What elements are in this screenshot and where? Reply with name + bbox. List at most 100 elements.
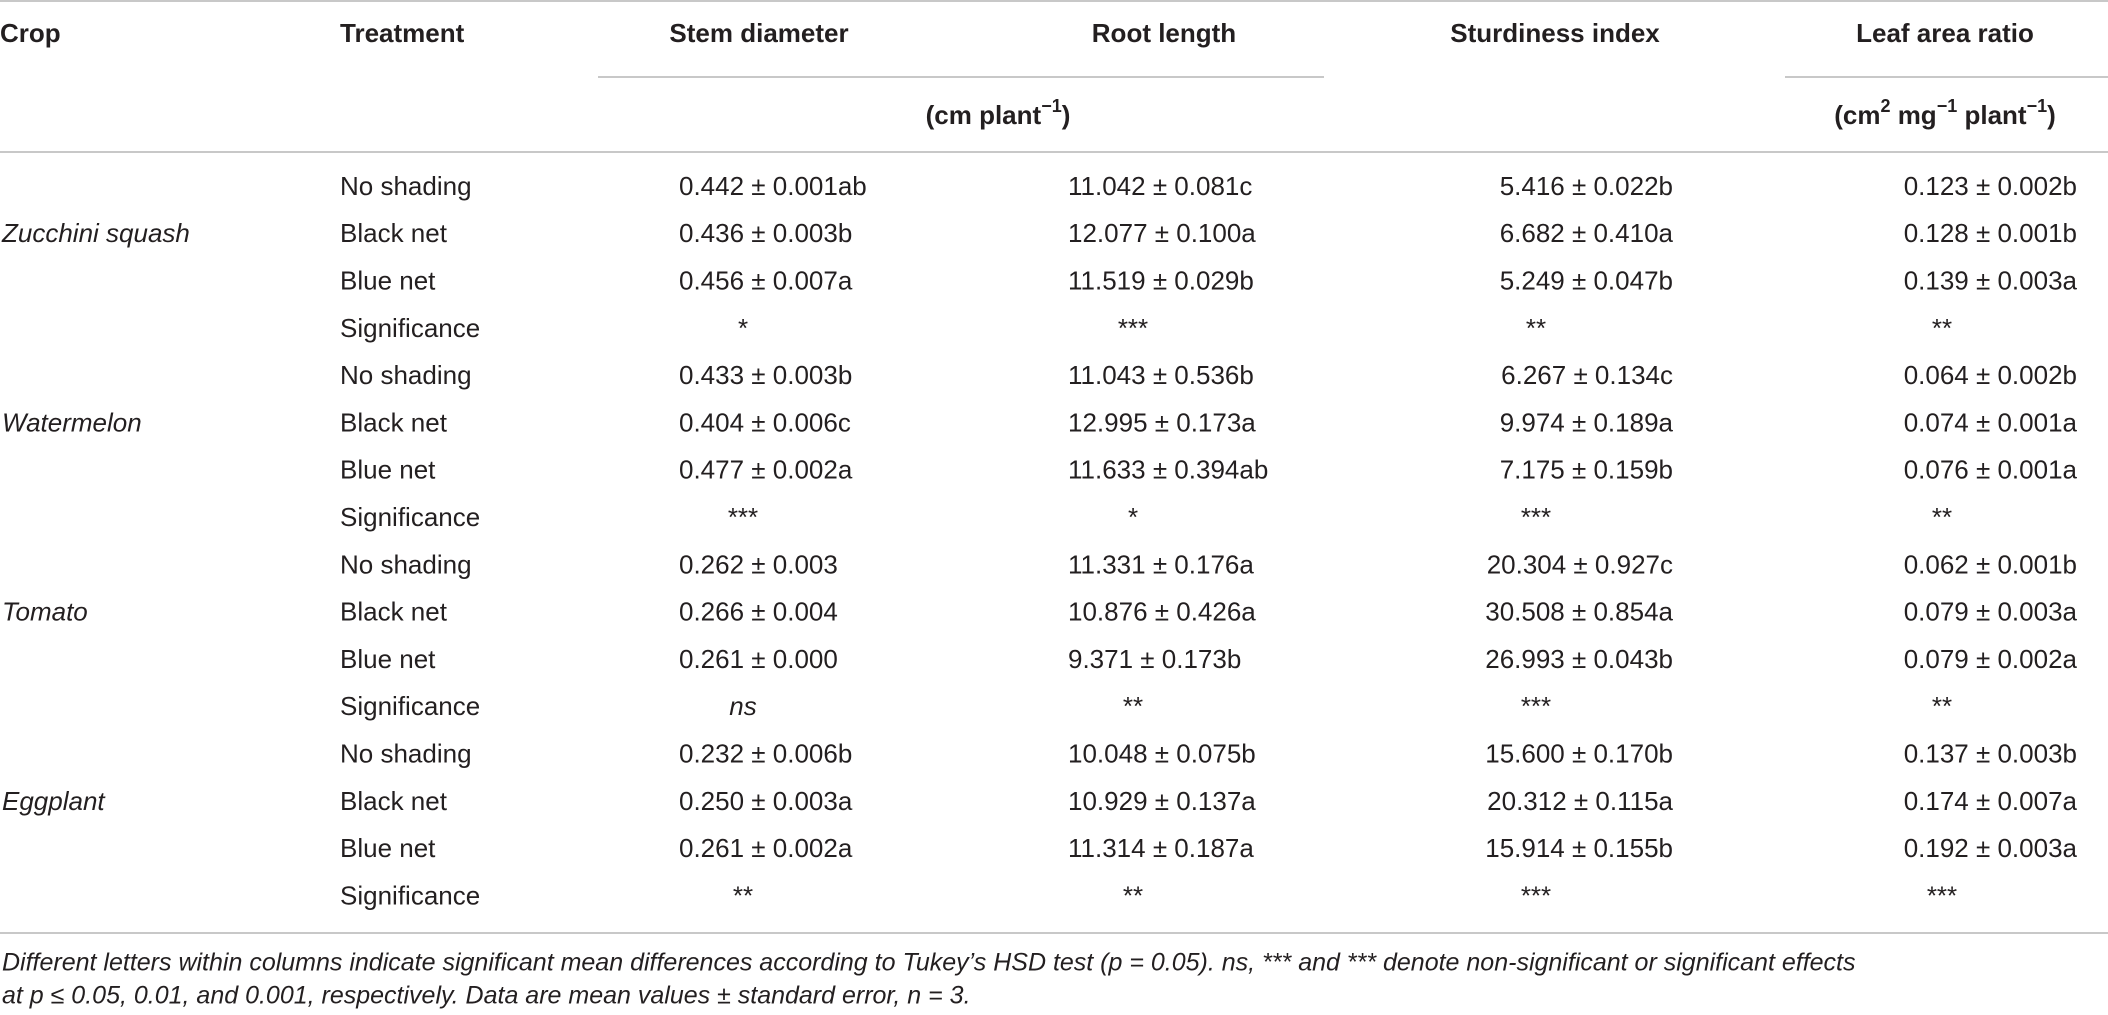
cell-value: 0.250 ± 0.003a (679, 786, 853, 816)
cell-value: 11.633 ± 0.394ab (1068, 455, 1268, 485)
treatment: Black net (340, 407, 448, 437)
column-header: Crop (0, 18, 61, 48)
treatment: No shading (340, 738, 472, 768)
significance: ** (1932, 691, 1952, 721)
treatment: Significance (340, 313, 480, 343)
cell-value: 26.993 ± 0.043b (1485, 644, 1673, 674)
cell-value: 0.139 ± 0.003a (1904, 265, 2078, 295)
cell-value: 11.042 ± 0.081c (1068, 171, 1252, 201)
significance: *** (1521, 880, 1551, 910)
unit-label: (cm plant−1) (926, 96, 1071, 130)
significance: ns (729, 691, 756, 721)
cell-value: 0.079 ± 0.002a (1904, 644, 2078, 674)
unit-text: plant (1957, 100, 2027, 130)
treatment: Black net (340, 597, 448, 627)
cell-value: 11.519 ± 0.029b (1068, 265, 1254, 295)
cell-value: 11.331 ± 0.176a (1068, 549, 1254, 579)
cell-value: 0.074 ± 0.001a (1904, 407, 2078, 437)
cell-value: 0.433 ± 0.003b (679, 360, 852, 390)
cell-value: 11.043 ± 0.536b (1068, 360, 1254, 390)
cell-value: 20.304 ± 0.927c (1487, 549, 1673, 579)
treatment: Blue net (340, 265, 436, 295)
significance: *** (1927, 880, 1957, 910)
treatment: Blue net (340, 455, 436, 485)
crop-name: Eggplant (2, 786, 106, 816)
cell-value: 0.262 ± 0.003 (679, 549, 838, 579)
cell-value: 0.174 ± 0.007a (1904, 786, 2078, 816)
footnote: Different letters within columns indicat… (2, 949, 1856, 977)
cell-value: 0.477 ± 0.002a (679, 455, 853, 485)
superscript: 2 (1880, 96, 1890, 116)
cell-value: 0.261 ± 0.000 (679, 644, 838, 674)
significance: *** (728, 502, 758, 532)
superscript: −1 (1041, 96, 1062, 116)
cell-value: 0.137 ± 0.003b (1904, 738, 2077, 768)
footnote: at p ≤ 0.05, 0.01, and 0.001, respective… (2, 982, 971, 1010)
crop-name: Watermelon (2, 407, 142, 437)
cell-value: 10.929 ± 0.137a (1068, 786, 1256, 816)
treatment: No shading (340, 549, 472, 579)
cell-value: 0.062 ± 0.001b (1904, 549, 2077, 579)
cell-value: 9.371 ± 0.173b (1068, 644, 1241, 674)
unit-label: (cm2 mg−1 plant−1) (1834, 96, 2056, 130)
cell-value: 20.312 ± 0.115a (1487, 786, 1673, 816)
unit-text: (cm (1834, 100, 1880, 130)
treatment: Significance (340, 880, 480, 910)
significance: *** (1521, 502, 1551, 532)
cell-value: 10.048 ± 0.075b (1068, 738, 1256, 768)
significance: *** (1521, 691, 1551, 721)
treatment: No shading (340, 360, 472, 390)
significance: ** (1932, 313, 1952, 343)
cell-value: 15.600 ± 0.170b (1485, 738, 1673, 768)
cell-value: 7.175 ± 0.159b (1500, 455, 1673, 485)
cell-value: 0.266 ± 0.004 (679, 597, 838, 627)
cell-value: 15.914 ± 0.155b (1485, 833, 1673, 863)
column-header: Treatment (340, 18, 465, 48)
cell-value: 30.508 ± 0.854a (1485, 597, 1673, 627)
cell-value: 6.267 ± 0.134c (1501, 360, 1673, 390)
treatment: Significance (340, 502, 480, 532)
cell-value: 6.682 ± 0.410a (1500, 218, 1674, 248)
treatment: Blue net (340, 833, 436, 863)
cell-value: 12.995 ± 0.173a (1068, 407, 1256, 437)
cell-value: 9.974 ± 0.189a (1500, 407, 1674, 437)
cell-value: 0.232 ± 0.006b (679, 738, 852, 768)
cell-value: 0.192 ± 0.003a (1904, 833, 2078, 863)
treatment: Blue net (340, 644, 436, 674)
cell-value: 12.077 ± 0.100a (1068, 218, 1256, 248)
significance: ** (1123, 880, 1143, 910)
column-header: Stem diameter (669, 18, 848, 48)
column-header: Sturdiness index (1450, 18, 1660, 48)
treatment: No shading (340, 171, 472, 201)
column-header: Root length (1092, 18, 1236, 48)
cell-value: 0.079 ± 0.003a (1904, 597, 2078, 627)
unit-text: (cm plant (926, 100, 1042, 130)
significance: ** (1932, 502, 1952, 532)
significance: ** (1526, 313, 1546, 343)
cell-value: 0.456 ± 0.007a (679, 265, 853, 295)
cell-value: 0.128 ± 0.001b (1904, 218, 2077, 248)
unit-text: ) (1062, 100, 1071, 130)
cell-value: 0.123 ± 0.002b (1904, 171, 2077, 201)
crop-name: Tomato (2, 597, 88, 627)
treatment: Black net (340, 786, 448, 816)
superscript: −1 (2027, 96, 2048, 116)
superscript: −1 (1937, 96, 1958, 116)
unit-text: ) (2047, 100, 2056, 130)
treatment: Black net (340, 218, 448, 248)
significance: ** (733, 880, 753, 910)
cell-value: 10.876 ± 0.426a (1068, 597, 1256, 627)
significance: *** (1118, 313, 1148, 343)
significance: * (1128, 502, 1138, 532)
cell-value: 0.404 ± 0.006c (679, 407, 851, 437)
unit-text: mg (1890, 100, 1936, 130)
treatment: Significance (340, 691, 480, 721)
cell-value: 0.064 ± 0.002b (1904, 360, 2077, 390)
crop-name: Zucchini squash (1, 218, 190, 248)
cell-value: 0.076 ± 0.001a (1904, 455, 2078, 485)
cell-value: 5.249 ± 0.047b (1500, 265, 1673, 295)
cell-value: 0.261 ± 0.002a (679, 833, 853, 863)
cell-value: 5.416 ± 0.022b (1500, 171, 1673, 201)
significance: * (738, 313, 748, 343)
